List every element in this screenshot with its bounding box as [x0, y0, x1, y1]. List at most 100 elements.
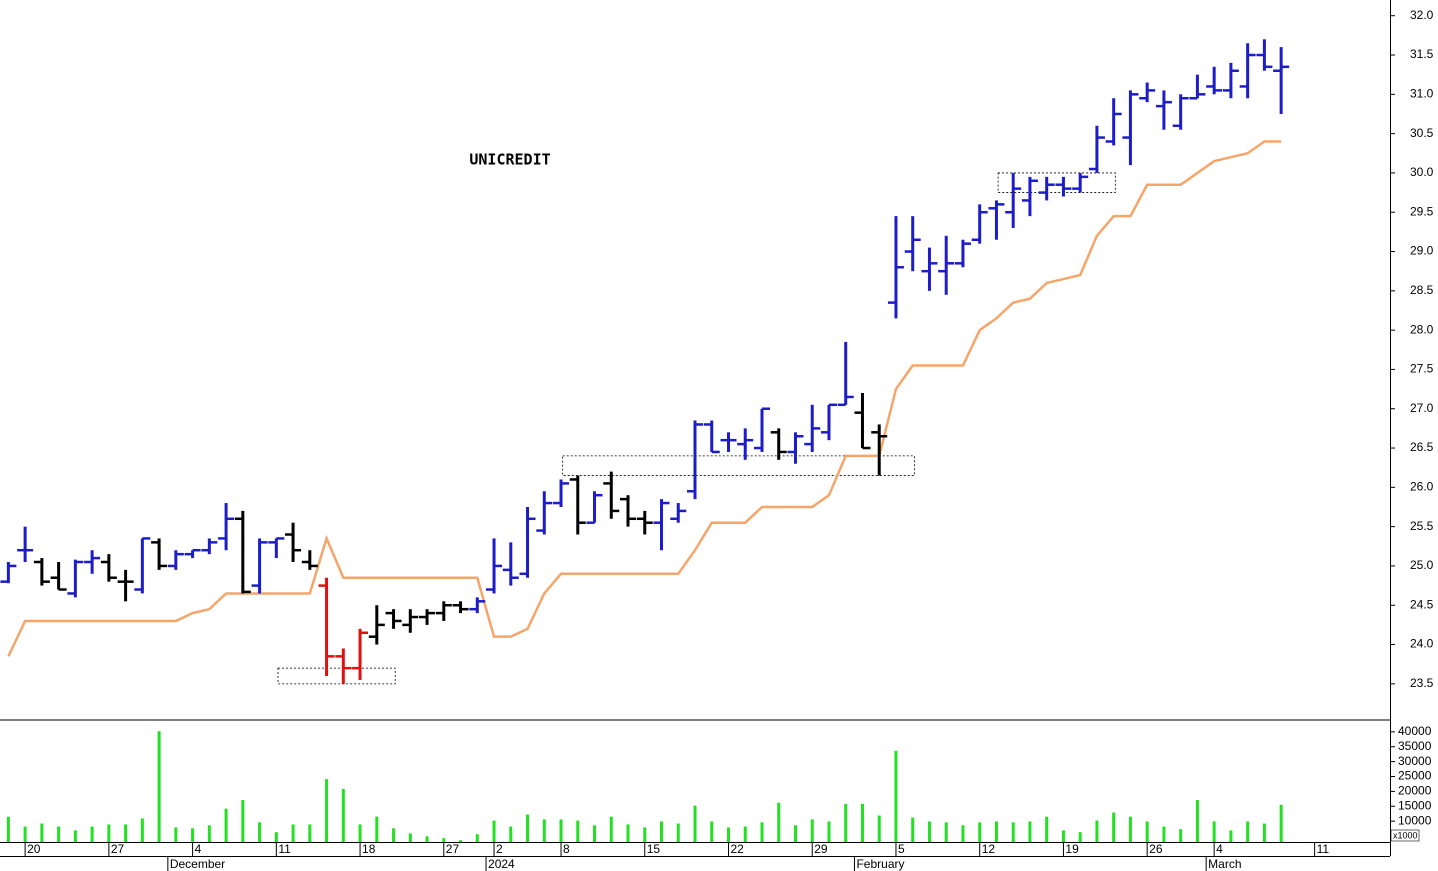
volume-bar: [593, 825, 597, 842]
volume-bar: [408, 833, 412, 842]
volume-bar: [1011, 822, 1015, 842]
y-tick-label: 24.5: [1410, 597, 1434, 611]
volume-bar: [542, 819, 546, 842]
volume-bar: [325, 779, 329, 842]
volume-bar: [492, 820, 496, 842]
y-tick-label: 15000: [1398, 798, 1432, 812]
volume-bar: [676, 823, 680, 842]
volume-bar: [877, 815, 881, 842]
volume-bar: [174, 827, 178, 842]
x-tick-label: 4: [1216, 842, 1223, 856]
month-label: February: [856, 857, 904, 871]
y-tick-label: 30.0: [1410, 165, 1434, 179]
volume-bar: [743, 826, 747, 842]
volume-bar: [23, 826, 27, 842]
x-tick-label: 20: [27, 842, 41, 856]
volume-bar: [392, 828, 396, 842]
volume-bar: [274, 832, 278, 842]
x-tick-label: 11: [1317, 842, 1330, 856]
x-tick-label: 2: [496, 842, 503, 856]
month-label: December: [170, 857, 225, 871]
y-tick-label: 28.0: [1410, 322, 1434, 336]
x-tick-label: 8: [563, 842, 570, 856]
volume-bar: [442, 838, 446, 842]
volume-bar: [911, 817, 915, 842]
volume-bar: [710, 821, 714, 842]
x-tick-label: 27: [446, 842, 460, 856]
volume-bar: [475, 834, 479, 842]
volume-bar: [994, 821, 998, 842]
volume-bar: [944, 822, 948, 842]
y-tick-label: 20000: [1398, 784, 1432, 798]
volume-bar: [1262, 823, 1266, 842]
x-tick-label: 27: [111, 842, 125, 856]
annotation-box: [277, 667, 396, 685]
x-tick-label: 18: [362, 842, 376, 856]
volume-bar: [626, 824, 630, 842]
volume-bar: [693, 805, 697, 842]
stop-line: [7, 140, 1282, 657]
y-tick-label: 23.5: [1410, 676, 1434, 690]
y-tick-label: 27.0: [1410, 401, 1434, 415]
volume-bar: [526, 814, 530, 842]
volume-bar: [157, 731, 161, 842]
y-tick-label: 25.0: [1410, 558, 1434, 572]
volume-bar: [308, 824, 312, 842]
volume-bar: [1061, 830, 1065, 842]
y-tick-label: 30000: [1398, 754, 1432, 768]
y-tick-label: 27.5: [1410, 362, 1434, 376]
y-tick-label: 29.0: [1410, 244, 1434, 258]
volume-bar: [459, 840, 463, 842]
y-tick-label: 35000: [1398, 739, 1432, 753]
volume-bar: [793, 825, 797, 842]
y-tick-label: 31.5: [1410, 47, 1434, 61]
x-tick-label: 5: [898, 842, 905, 856]
volume-bar: [509, 826, 513, 842]
volume-bar: [375, 816, 379, 842]
volume-bar: [609, 816, 613, 842]
volume-bar: [124, 824, 128, 842]
volume-bar: [140, 818, 144, 842]
volume-bar: [341, 788, 345, 842]
x-tick-label: 19: [1065, 842, 1079, 856]
volume-bar: [827, 821, 831, 842]
chart-title: UNICREDIT: [469, 151, 550, 169]
volume-bar: [425, 836, 429, 842]
volume-bar: [90, 826, 94, 842]
volume-bar: [1162, 826, 1166, 842]
volume-bar: [358, 824, 362, 842]
x-tick-label: 12: [982, 842, 996, 856]
volume-bar: [978, 822, 982, 842]
y-tick-label: 28.5: [1410, 283, 1434, 297]
x-tick-label: 29: [814, 842, 828, 856]
volume-bar: [927, 821, 931, 842]
y-tick-label: 32.0: [1410, 8, 1434, 22]
y-tick-label: 25000: [1398, 769, 1432, 783]
volume-bar: [643, 827, 647, 842]
volume-bar: [6, 816, 10, 842]
volume-bar: [1128, 816, 1132, 842]
volume-bar: [860, 803, 864, 842]
y-tick-label: 29.5: [1410, 204, 1434, 218]
y-tick-label: 24.0: [1410, 637, 1434, 651]
volume-bar: [57, 826, 61, 842]
annotation-box: [562, 455, 915, 476]
volume-bar: [576, 820, 580, 842]
volume-bar: [1179, 829, 1183, 842]
volume-bar: [191, 828, 195, 842]
volume-bar: [660, 821, 664, 842]
volume-bar: [1112, 812, 1116, 842]
volume-bar: [40, 823, 44, 842]
y-tick-label: 31.0: [1410, 86, 1434, 100]
volume-bar: [241, 800, 245, 842]
x-tick-label: 4: [195, 842, 202, 856]
month-label: 2024: [488, 857, 515, 871]
volume-bar: [207, 825, 211, 842]
volume-bar: [844, 803, 848, 842]
volume-bar: [1279, 804, 1283, 842]
x-tick-label: 15: [647, 842, 661, 856]
volume-bar: [1045, 816, 1049, 842]
x-tick-label: 11: [278, 842, 291, 856]
